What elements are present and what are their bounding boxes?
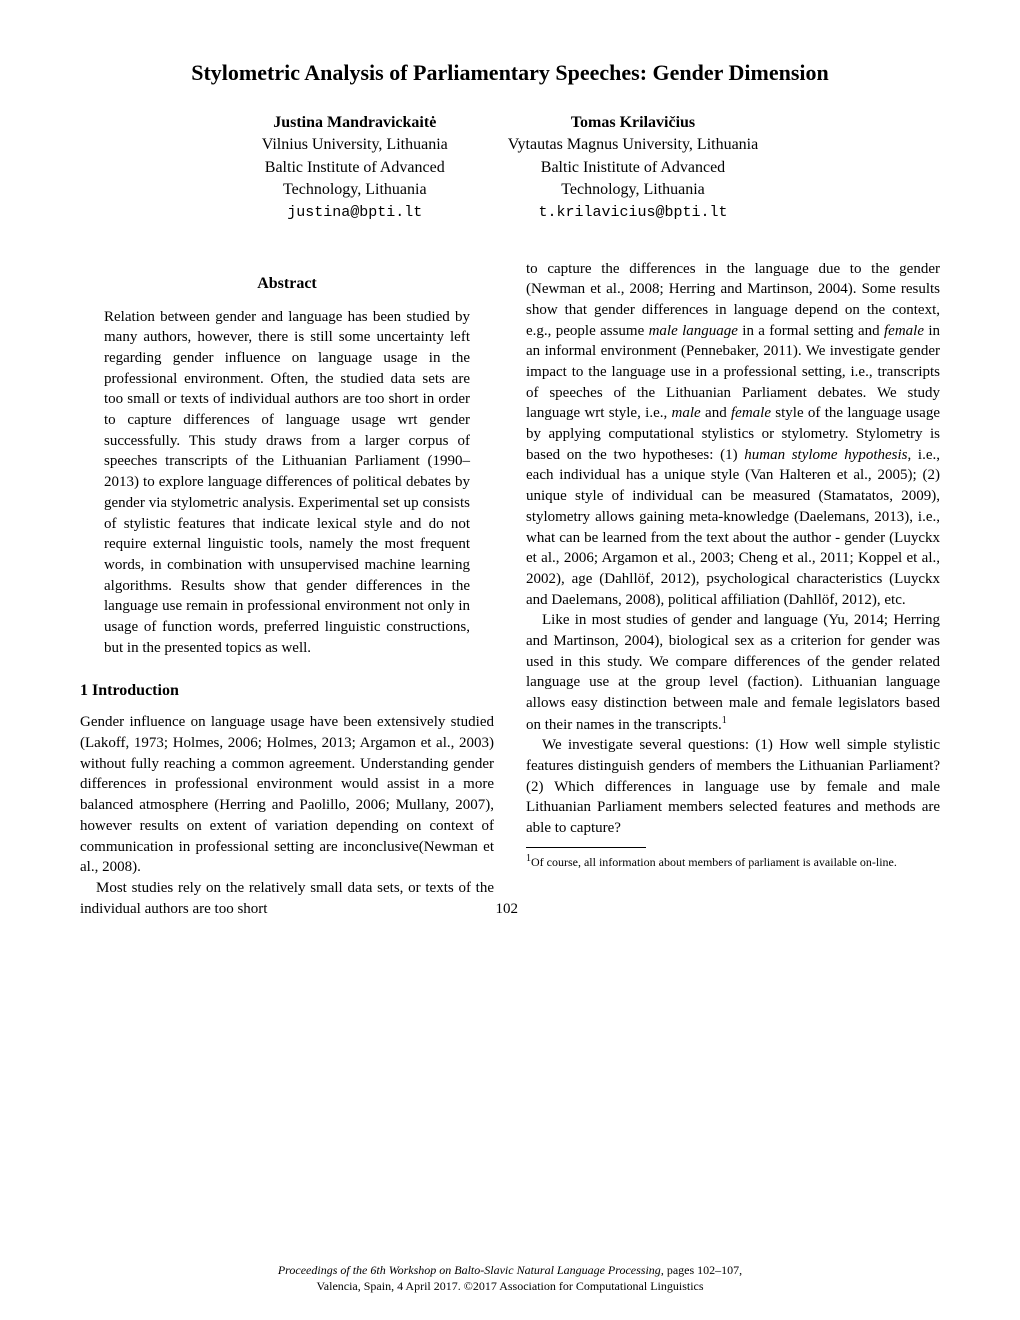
abstract-body: Relation between gender and language has… [80, 307, 494, 659]
footer-line-1: Proceedings of the 6th Workshop on Balto… [0, 1262, 1020, 1278]
footer-line-2: Valencia, Spain, 4 April 2017. ©2017 Ass… [0, 1278, 1020, 1294]
author-affil: Technology, Lithuania [262, 179, 448, 201]
author-email: t.krilavicius@bpti.lt [508, 202, 758, 223]
right-column: to capture the differences in the langua… [526, 259, 940, 920]
authors-row: Justina Mandravickaitė Vilnius Universit… [80, 112, 940, 223]
intro-paragraph-1: Gender influence on language usage have … [80, 712, 494, 878]
proceedings-footer: Proceedings of the 6th Workshop on Balto… [0, 1262, 1020, 1294]
page-number-inline: 102 [480, 899, 519, 920]
author-email: justina@bpti.lt [262, 202, 448, 223]
footnote-1: 1Of course, all information about member… [526, 852, 940, 871]
intro-p2-text: Most studies rely on the relatively smal… [80, 880, 494, 917]
section-heading-intro: 1 Introduction [80, 680, 494, 702]
paper-title: Stylometric Analysis of Parliamentary Sp… [80, 60, 940, 86]
col2-paragraph-1: to capture the differences in the langua… [526, 259, 940, 611]
author-block-1: Justina Mandravickaitė Vilnius Universit… [262, 112, 448, 223]
left-column: Abstract Relation between gender and lan… [80, 259, 494, 920]
author-affil: Baltic Institute of Advanced [262, 157, 448, 179]
author-block-2: Tomas Krilavičius Vytautas Magnus Univer… [508, 112, 758, 223]
page: Stylometric Analysis of Parliamentary Sp… [0, 0, 1020, 1320]
author-affil: Vilnius University, Lithuania [262, 134, 448, 156]
author-affil: Baltic Inistitute of Advanced [508, 157, 758, 179]
footnote-rule [526, 847, 646, 848]
abstract-heading: Abstract [80, 273, 494, 295]
author-name: Tomas Krilavičius [508, 112, 758, 134]
col2-paragraph-3: We investigate several questions: (1) Ho… [526, 735, 940, 838]
col2-paragraph-2: Like in most studies of gender and langu… [526, 610, 940, 735]
author-name: Justina Mandravickaitė [262, 112, 448, 134]
intro-paragraph-2-partial: Most studies rely on the relatively smal… [80, 878, 494, 919]
author-affil: Vytautas Magnus University, Lithuania [508, 134, 758, 156]
author-affil: Technology, Lithuania [508, 179, 758, 201]
two-column-body: Abstract Relation between gender and lan… [80, 259, 940, 920]
